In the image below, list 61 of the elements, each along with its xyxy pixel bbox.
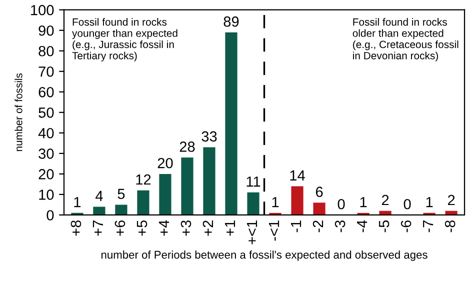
y-tick-label: 40 <box>38 128 54 138</box>
x-tick-label: +3 <box>180 220 192 236</box>
data-label: 6 <box>316 186 323 197</box>
y-tick-label: 80 <box>38 46 54 56</box>
x-tick-label: +7 <box>92 220 103 236</box>
x-tick-label: +<1 <box>246 220 258 244</box>
x-tick-label: -5 <box>379 220 390 232</box>
y-axis-title: number of fossils <box>14 73 22 152</box>
y-tick-label: 60 <box>38 86 54 98</box>
x-tick-label: +5 <box>136 220 148 236</box>
annotation: Fossil found in rocks younger than expected (e.g., Jurassic fossil in Tertiary rocks) <box>72 18 178 62</box>
data-label: 1 <box>74 197 81 208</box>
data-label: 1 <box>426 197 433 208</box>
bar <box>159 174 172 215</box>
data-label: 89 <box>224 16 239 27</box>
y-tick-label: 20 <box>38 169 54 180</box>
bar <box>137 190 150 215</box>
y-tick-label: 90 <box>38 25 54 36</box>
bar <box>115 204 128 215</box>
x-tick-label: +1 <box>224 220 236 236</box>
x-tick-label: -6 <box>400 220 412 232</box>
data-label: 5 <box>118 188 125 200</box>
annotation: Fossil found in rocks older than expected (e.g., Cretaceous fossil in Devonian rocks) <box>352 18 458 62</box>
x-tick-label: +6 <box>114 220 126 236</box>
data-label: 14 <box>290 170 305 180</box>
bar <box>203 147 216 215</box>
x-tick-label: +2 <box>202 220 214 236</box>
x-tick-label: -3 <box>334 220 346 232</box>
x-tick-label: -8 <box>444 220 456 232</box>
data-label: 28 <box>180 142 195 152</box>
x-tick-label: +8 <box>70 220 82 236</box>
y-tick-label: 30 <box>38 148 54 159</box>
x-tick-label: -4 <box>357 220 368 232</box>
bar <box>181 158 194 215</box>
y-tick-label: 70 <box>38 66 54 77</box>
data-label: 11 <box>246 176 260 187</box>
x-tick-label: -1 <box>291 220 302 232</box>
y-tick-label: 100 <box>31 4 54 16</box>
data-label: 0 <box>404 198 411 210</box>
bar <box>291 186 304 215</box>
bar <box>225 32 238 215</box>
data-label: 4 <box>95 190 103 201</box>
bar <box>247 192 260 215</box>
x-tick-label: -2 <box>312 220 324 232</box>
data-label: 20 <box>158 158 173 168</box>
x-axis-title: number of Periods between a fossil's expected and observed ages <box>102 250 428 261</box>
y-tick-label: 0 <box>46 210 54 220</box>
y-tick-label: 50 <box>38 108 54 118</box>
data-label: 1 <box>360 197 367 208</box>
x-tick-label: -7 <box>423 220 434 232</box>
x-tick-label: +4 <box>158 220 169 236</box>
data-label: 33 <box>202 131 217 142</box>
data-label: 0 <box>338 198 345 210</box>
x-tick-label: -<1 <box>268 220 280 241</box>
bar <box>93 206 106 215</box>
data-label: 2 <box>448 194 455 206</box>
bar <box>313 202 326 215</box>
data-label: 1 <box>272 197 279 208</box>
data-label: 12 <box>136 174 151 185</box>
y-tick-label: 10 <box>39 190 54 200</box>
data-label: 2 <box>382 194 389 206</box>
